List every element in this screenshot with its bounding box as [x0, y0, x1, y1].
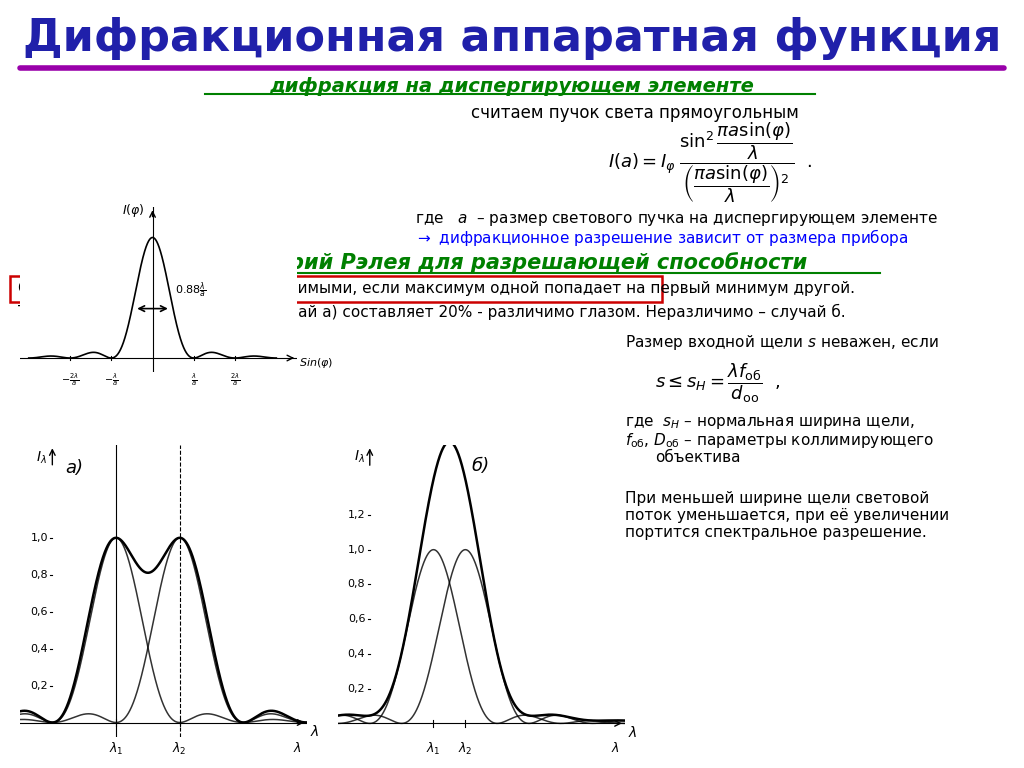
Text: $\lambda$: $\lambda$: [628, 724, 637, 740]
Text: $f_{\mathrm{об}}$, $D_{\mathrm{об}}$ – параметры коллимирующего: $f_{\mathrm{об}}$, $D_{\mathrm{об}}$ – п…: [625, 431, 934, 449]
Text: Критерий Рэлея для разрешающей способности: Критерий Рэлея для разрешающей способнос…: [216, 253, 808, 273]
Text: 1,0: 1,0: [348, 545, 366, 554]
Text: 0,2: 0,2: [348, 684, 366, 694]
Text: 0,2: 0,2: [31, 680, 48, 690]
Text: где   $a$  – размер светового пучка на диспергирующем элементе: где $a$ – размер светового пучка на дисп…: [415, 212, 938, 228]
Text: $\frac{2\lambda}{a}$: $\frac{2\lambda}{a}$: [229, 371, 241, 388]
Text: $I_\lambda$: $I_\lambda$: [37, 449, 47, 465]
Text: Считаем две тонких линии различимыми, если максимум одной попадает на первый мин: Считаем две тонких линии различимыми, ес…: [18, 282, 855, 296]
FancyBboxPatch shape: [10, 276, 662, 302]
Text: поток уменьшается, при её увеличении: поток уменьшается, при её увеличении: [625, 508, 949, 522]
Text: $\lambda_2$: $\lambda_2$: [172, 741, 187, 757]
Text: $\frac{\lambda}{a}$: $\frac{\lambda}{a}$: [190, 371, 197, 388]
Text: $Sin(\varphi)$: $Sin(\varphi)$: [299, 356, 334, 370]
Text: 1,0: 1,0: [31, 533, 48, 543]
Text: $\lambda$: $\lambda$: [610, 741, 620, 755]
Text: 0,8: 0,8: [348, 579, 366, 589]
Text: $\rightarrow$ дифракционное разрешение зависит от размера прибора: $\rightarrow$ дифракционное разрешение з…: [415, 227, 908, 249]
Text: где  $s_H$ – нормальная ширина щели,: где $s_H$ – нормальная ширина щели,: [625, 415, 914, 431]
Text: $I(\varphi)$: $I(\varphi)$: [123, 203, 145, 220]
Text: считаем пучок света прямоугольным: считаем пучок света прямоугольным: [471, 104, 799, 122]
Text: $0.88\frac{\lambda}{a}$: $0.88\frac{\lambda}{a}$: [175, 281, 207, 301]
Text: 0,6: 0,6: [31, 607, 48, 617]
Text: $-\frac{2\lambda}{a}$: $-\frac{2\lambda}{a}$: [60, 371, 79, 388]
Text: а): а): [66, 458, 83, 477]
Text: дифракция на диспергирующем элементе: дифракция на диспергирующем элементе: [269, 77, 755, 95]
Text: $\lambda_1$: $\lambda_1$: [109, 741, 124, 757]
Text: $-\frac{\lambda}{a}$: $-\frac{\lambda}{a}$: [104, 371, 119, 388]
Text: 0,4: 0,4: [348, 649, 366, 659]
Text: Дифракционная аппаратная функция: Дифракционная аппаратная функция: [23, 16, 1001, 59]
Text: портится спектральное разрешение.: портится спектральное разрешение.: [625, 525, 927, 539]
Text: $I_\lambda$: $I_\lambda$: [354, 449, 365, 465]
Text: $s \leq s_H = \dfrac{\lambda f_{\mathrm{об}}}{d_{\mathrm{оо}}}$  ,: $s \leq s_H = \dfrac{\lambda f_{\mathrm{…: [655, 361, 780, 405]
Text: 0,6: 0,6: [348, 614, 366, 624]
Text: $I(a) = I_\varphi\; \dfrac{\sin^2\dfrac{\pi a\sin(\varphi)}{\lambda}}{\left(\dfr: $I(a) = I_\varphi\; \dfrac{\sin^2\dfrac{…: [608, 121, 812, 206]
Text: б): б): [472, 457, 489, 475]
Text: Тогда провал между пиками (случай а) составляет 20% - различимо глазом. Неразлич: Тогда провал между пиками (случай а) сос…: [18, 304, 846, 320]
Text: $\lambda_2$: $\lambda_2$: [458, 741, 473, 756]
Text: $\lambda$: $\lambda$: [310, 724, 319, 740]
Text: 0,4: 0,4: [31, 644, 48, 654]
Text: 0,8: 0,8: [31, 570, 48, 580]
Text: $\lambda$: $\lambda$: [293, 741, 302, 755]
Text: $\lambda_1$: $\lambda_1$: [426, 741, 441, 756]
Text: При меньшей ширине щели световой: При меньшей ширине щели световой: [625, 491, 929, 505]
Text: объектива: объектива: [655, 449, 740, 465]
Text: Размер входной щели $s$ неважен, если: Размер входной щели $s$ неважен, если: [625, 333, 939, 353]
Text: 1,2: 1,2: [348, 510, 366, 520]
